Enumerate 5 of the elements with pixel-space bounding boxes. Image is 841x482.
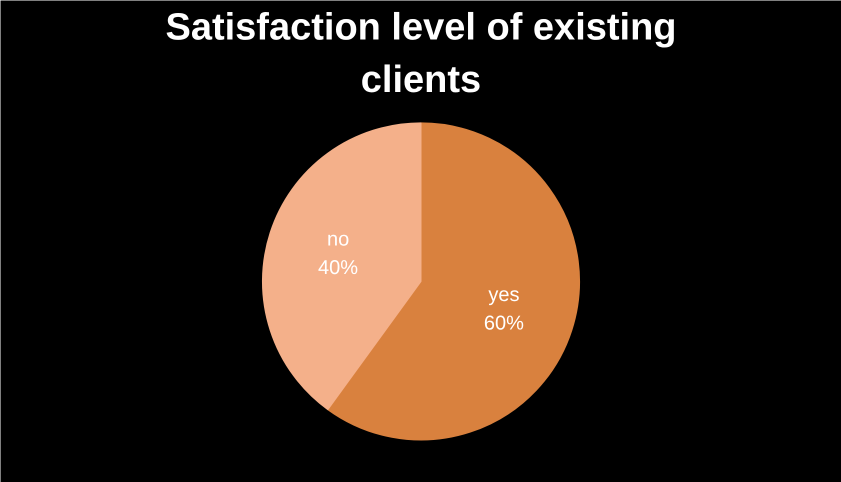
slice-label: no [326,228,350,250]
slice-label: yes [488,284,520,306]
data-label: 60% [484,312,524,335]
data-label: 40% [318,256,358,279]
chart-title: Satisfaction level of existing clients [165,6,677,102]
